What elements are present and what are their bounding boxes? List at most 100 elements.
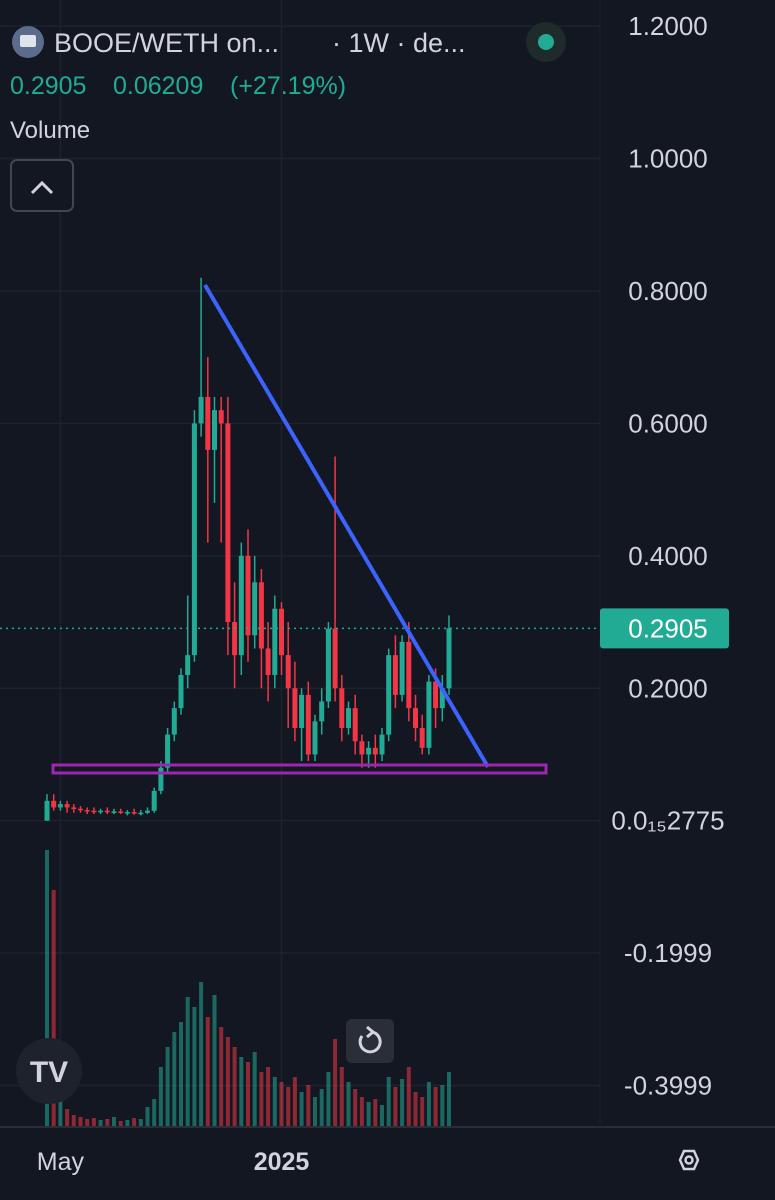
y-tick-label: 0.8000 — [628, 276, 708, 306]
volume-bar — [199, 982, 204, 1127]
candle-body — [312, 721, 318, 755]
candle-body — [185, 655, 191, 676]
candle-body — [104, 810, 110, 813]
candle-body — [118, 811, 124, 813]
candle-body — [325, 628, 331, 702]
candle-body — [232, 622, 238, 656]
volume-bar — [158, 1067, 163, 1127]
collapse-button[interactable] — [10, 159, 74, 212]
volume-bar — [85, 1119, 90, 1127]
candle-body — [145, 810, 150, 813]
svg-text:TV: TV — [30, 1056, 68, 1089]
candle-body — [165, 734, 171, 768]
candle-body — [252, 582, 258, 636]
volume-bar — [45, 850, 49, 1127]
volume-bar — [259, 1072, 264, 1127]
volume-bar — [112, 1117, 116, 1127]
volume-bar — [339, 1067, 344, 1127]
volume-bar — [333, 1039, 338, 1127]
candle-body — [64, 804, 70, 808]
volume-bar — [185, 997, 190, 1127]
candle-body — [379, 734, 385, 755]
candle-body — [433, 681, 439, 709]
volume-bar — [286, 1087, 291, 1127]
volume-bar — [292, 1077, 297, 1127]
volume-bar — [165, 1047, 170, 1127]
volume-bar — [132, 1118, 137, 1127]
y-tick-label: 1.2000 — [628, 11, 708, 41]
candle-body — [151, 790, 157, 811]
volume-bar — [91, 1118, 96, 1127]
settings-button[interactable] — [678, 1149, 700, 1171]
candle-body — [439, 688, 445, 709]
volume-bar — [319, 1089, 324, 1127]
candle-body — [359, 741, 365, 755]
last-price-badge — [600, 608, 729, 649]
volume-bar — [51, 890, 56, 1127]
volume-bar — [313, 1097, 317, 1127]
candle-body — [299, 694, 305, 728]
y-tick-label: -0.1999 — [624, 938, 712, 968]
reset-button[interactable] — [346, 1019, 394, 1063]
candle-body — [138, 812, 144, 815]
y-tick-label: 0.4000 — [628, 541, 708, 571]
x-tick-label: 2025 — [254, 1148, 310, 1176]
candle-body — [292, 688, 298, 728]
volume-bar — [406, 1067, 411, 1127]
candle-body — [218, 410, 224, 424]
volume-bar — [299, 1092, 304, 1127]
tv-logo[interactable]: TV — [16, 1038, 82, 1104]
candle-body — [51, 800, 57, 808]
volume-bar — [118, 1121, 123, 1127]
candle-body — [111, 811, 117, 813]
volume-bar — [246, 1062, 250, 1127]
volume-bar — [65, 1109, 70, 1127]
candle-body — [339, 688, 345, 728]
candle-body — [191, 423, 197, 656]
candle-body — [413, 708, 418, 728]
y-tick-label: 1.0000 — [628, 144, 708, 174]
volume-bar — [306, 1085, 311, 1127]
candle-body — [285, 655, 291, 689]
volume-bar — [58, 1097, 63, 1127]
volume-bar — [138, 1119, 143, 1127]
volume-bar — [78, 1117, 83, 1127]
candle-body — [319, 701, 325, 722]
candle-body — [392, 655, 398, 695]
y-tick-label: 0.6000 — [628, 408, 708, 438]
candle-body — [366, 747, 372, 755]
support-zone — [51, 763, 548, 775]
x-tick-label: May — [37, 1148, 85, 1176]
candle-body — [212, 410, 217, 450]
trend-line — [203, 283, 490, 769]
candle-body — [332, 628, 338, 689]
volume-bar — [393, 1087, 398, 1127]
candle-body — [279, 608, 284, 656]
candle-body — [265, 648, 271, 676]
volume-bar — [172, 1032, 177, 1127]
volume-bar — [152, 1099, 157, 1127]
symbol-icon — [12, 26, 44, 58]
candle-body — [272, 608, 278, 676]
volume-bar — [326, 1072, 331, 1127]
volume-bar — [420, 1097, 425, 1127]
volume-label: Volume — [10, 117, 90, 144]
candle-body — [171, 708, 177, 735]
volume-bar — [426, 1082, 431, 1127]
candle-body — [305, 694, 311, 755]
volume-bar — [279, 1082, 284, 1127]
symbol: BOOE/WETH on... — [54, 28, 279, 58]
volume-bar — [380, 1105, 384, 1127]
volume-bar — [272, 1077, 277, 1127]
last-price: 0.2905 — [10, 72, 86, 100]
candle-body — [258, 582, 264, 649]
marks — [0, 277, 600, 1127]
volume-bar — [413, 1092, 418, 1127]
candle-body — [124, 812, 130, 814]
volume-bar — [252, 1052, 257, 1127]
volume-bar — [400, 1079, 405, 1127]
volume-bar — [105, 1119, 110, 1127]
volume-bar — [219, 1027, 224, 1127]
candle-body — [84, 810, 90, 812]
candle-body — [225, 423, 231, 623]
